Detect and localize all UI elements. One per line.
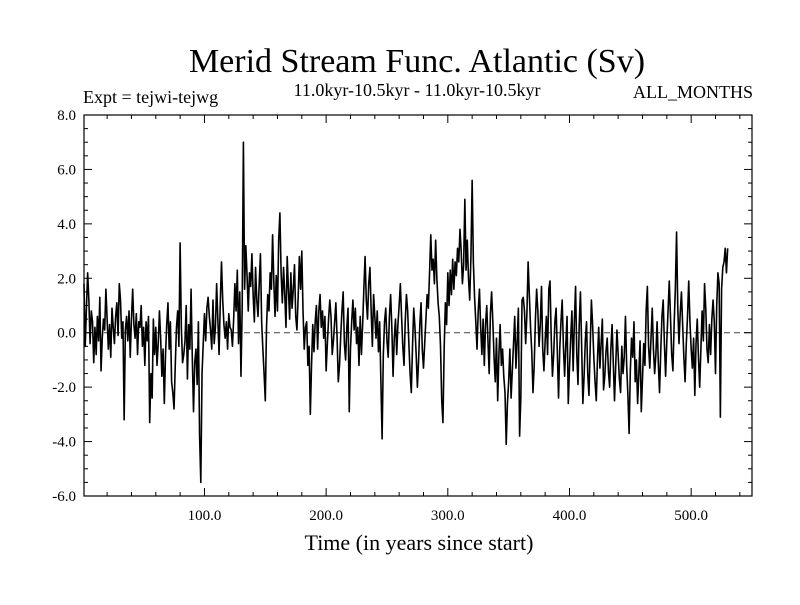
x-axis-ticks: 100.0 200.0 300.0 400.0 500.0 [106, 115, 741, 524]
x-tick-label: 400.0 [553, 508, 587, 524]
y-axis-ticks: -6.0 -4.0 -2.0 0.0 2.0 4.0 6.0 8.0 [52, 108, 752, 505]
y-tick-label: -2.0 [52, 380, 76, 396]
y-tick-label: 6.0 [57, 162, 76, 178]
x-tick-label: 100.0 [188, 508, 222, 524]
x-axis-label: Time (in years since start) [305, 530, 534, 555]
x-tick-label: 300.0 [431, 508, 465, 524]
x-tick-label: 500.0 [674, 508, 708, 524]
data-series-group [83, 141, 729, 484]
chart-title: Merid Stream Func. Atlantic (Sv) [189, 43, 645, 80]
y-tick-label: 4.0 [57, 217, 76, 233]
y-tick-label: 8.0 [57, 108, 76, 124]
chart-subtitle-center: 11.0kyr-10.5kyr - 11.0kyr-10.5kyr [294, 80, 541, 100]
chart-subtitle-right: ALL_MONTHS [633, 82, 753, 102]
y-tick-label: 2.0 [57, 271, 76, 287]
y-tick-label: -6.0 [52, 489, 76, 505]
series-line [83, 141, 729, 484]
plot-frame [83, 114, 753, 497]
x-tick-label: 200.0 [309, 508, 343, 524]
y-tick-label: 0.0 [57, 326, 76, 342]
chart-subtitle-left: Expt = tejwi-tejwg [83, 87, 218, 107]
y-tick-label: -4.0 [52, 435, 76, 451]
